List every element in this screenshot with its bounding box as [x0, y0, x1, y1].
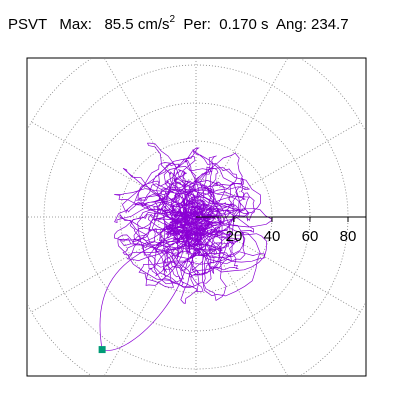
- trace-path: [113, 142, 273, 304]
- spectrum-type-label: PSVT: [8, 16, 47, 33]
- max-unit-exponent: 2: [169, 14, 176, 25]
- max-unit: cm/s: [137, 16, 170, 33]
- grid-spoke: [228, 121, 361, 199]
- angle-label: Ang:: [276, 16, 307, 33]
- radial-tick-label: 20: [226, 228, 243, 245]
- grid-spoke: [104, 59, 178, 185]
- radial-tick-label: 80: [340, 228, 357, 245]
- max-label: Max:: [59, 16, 92, 33]
- period-label: Per:: [183, 16, 211, 33]
- grid-spoke: [31, 121, 164, 199]
- grid-spoke: [228, 235, 361, 313]
- grid-spoke: [214, 59, 288, 185]
- max-value: 85.5: [104, 16, 134, 33]
- grid-spoke: [214, 249, 288, 375]
- radial-axis: 40 60 80 20: [196, 216, 366, 245]
- radial-tick-label: 60: [302, 228, 319, 245]
- chart-header: PSVT Max: 85.5 cm/s2 Per: 0.170 s Ang: 2…: [8, 14, 349, 33]
- grid-spoke: [31, 235, 164, 313]
- period-unit: s: [260, 16, 269, 33]
- grid-spoke: [104, 249, 178, 375]
- period-value: 0.170: [219, 16, 257, 33]
- peak-point-marker: [98, 346, 106, 354]
- peak-marker: [98, 346, 106, 354]
- angle-value: 234.7: [311, 16, 349, 33]
- radial-tick-label: 40: [264, 228, 281, 245]
